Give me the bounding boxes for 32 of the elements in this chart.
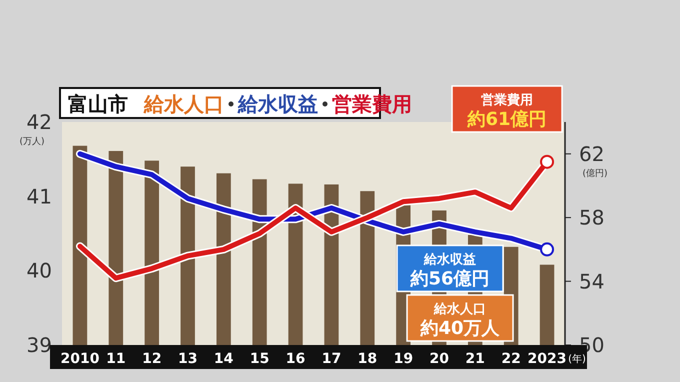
x-tick-label: 2010 <box>60 351 100 367</box>
x-tick-label: 2023 <box>528 351 567 367</box>
y2-tick-label: 58 <box>579 206 604 230</box>
y2-tick-label: 62 <box>579 142 604 166</box>
annotation: 約40万人 <box>420 318 501 339</box>
text: 給水収益 <box>237 92 318 116</box>
text: 給水人口 <box>143 92 224 116</box>
x-tick-label: 20 <box>430 351 450 367</box>
y-tick-label: 39 <box>26 333 52 357</box>
y-tick-label: 40 <box>26 258 52 283</box>
x-tick-label: 18 <box>358 351 378 367</box>
x-axis-title: (年) <box>568 353 586 365</box>
y2-tick-label: 54 <box>579 269 604 294</box>
x-tick-label: 17 <box>322 351 342 367</box>
x-tick-label: 21 <box>465 351 485 367</box>
x-tick-label: 16 <box>286 351 306 367</box>
y2-axis-title: (億円) <box>582 168 608 179</box>
annotation: 約56億円 <box>410 268 490 290</box>
x-tick-label: 14 <box>214 351 234 367</box>
x-tick-label: 15 <box>250 351 270 367</box>
chart-title: 富山市 <box>68 92 128 116</box>
annotation: 約61億円 <box>466 109 547 130</box>
y-axis-title: (万人) <box>19 136 45 147</box>
x-tick-label: 19 <box>394 351 414 367</box>
y-tick-label: 41 <box>26 184 52 208</box>
x-tick-label: 22 <box>501 351 521 367</box>
annotation: 給水人口 <box>433 302 486 317</box>
y-tick-label: 42 <box>26 110 52 134</box>
x-tick-label: 11 <box>106 351 126 367</box>
annotation: 給水収益 <box>423 252 476 268</box>
x-tick-label: 12 <box>142 351 162 367</box>
x-tick-label: 13 <box>178 351 198 367</box>
